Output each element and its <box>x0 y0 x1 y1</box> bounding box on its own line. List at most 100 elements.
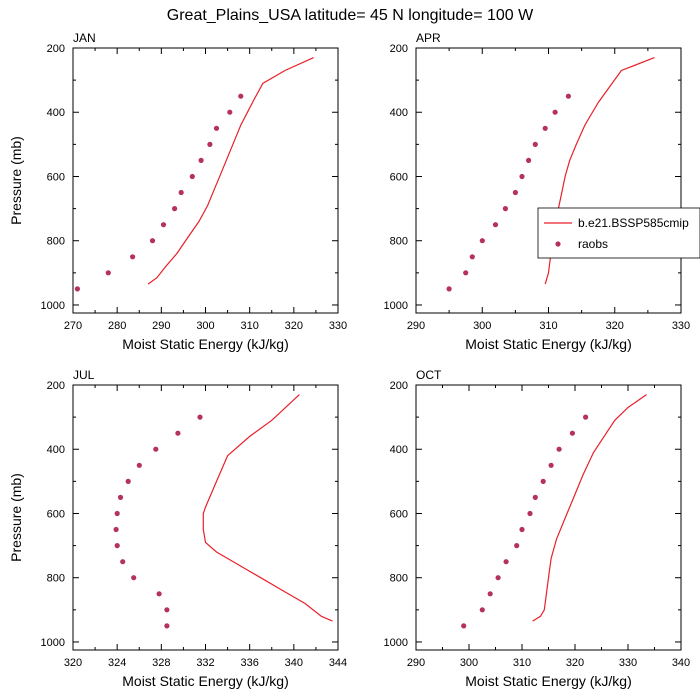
x-axis-label: Moist Static Energy (kJ/kg) <box>122 673 289 689</box>
raobs-point <box>469 254 475 260</box>
legend-dot-swatch <box>555 241 561 247</box>
raobs-point <box>164 623 170 629</box>
y-tick-label: 800 <box>47 573 65 585</box>
x-tick-label: 280 <box>108 320 126 332</box>
raobs-point <box>207 141 213 147</box>
x-tick-label: 336 <box>240 657 258 669</box>
raobs-point <box>153 446 159 452</box>
y-tick-label: 800 <box>47 236 65 248</box>
x-tick-label: 320 <box>64 657 82 669</box>
y-axis-label: Pressure (mb) <box>8 136 24 225</box>
raobs-point <box>583 414 589 420</box>
raobs-point <box>120 559 126 565</box>
panel-title: APR <box>416 31 441 45</box>
x-axis-label: Moist Static Energy (kJ/kg) <box>122 336 289 352</box>
x-tick-label: 270 <box>64 320 82 332</box>
raobs-point <box>461 623 467 629</box>
raobs-point <box>227 109 233 115</box>
x-tick-label: 310 <box>240 320 258 332</box>
x-axis-label: Moist Static Energy (kJ/kg) <box>465 336 632 352</box>
raobs-point <box>569 430 576 436</box>
figure-title: Great_Plains_USA latitude= 45 N longitud… <box>167 7 534 24</box>
raobs-point <box>532 141 538 147</box>
raobs-point <box>149 238 156 244</box>
model-series-line <box>532 394 647 622</box>
raobs-point <box>519 526 525 533</box>
x-tick-label: 330 <box>619 657 637 669</box>
legend: b.e21.BSSP585cmip raobs <box>537 207 700 259</box>
x-tick-label: 300 <box>460 657 478 669</box>
raobs-point <box>446 286 452 292</box>
raobs-point <box>495 575 501 581</box>
raobs-point <box>503 559 509 565</box>
raobs-point <box>492 222 499 228</box>
y-tick-label: 800 <box>390 236 408 248</box>
raobs-point <box>197 414 203 420</box>
raobs-point <box>175 430 181 436</box>
panel-oct: 290 300 310 320 330 340 200 400 600 800 1000 OCT Moi… <box>384 368 691 689</box>
raobs-point <box>172 206 178 212</box>
raobs-point <box>113 526 119 533</box>
x-tick-label: 300 <box>196 320 214 332</box>
x-tick-label: 328 <box>152 657 170 669</box>
x-tick-label: 344 <box>329 657 347 669</box>
y-tick-label: 600 <box>47 508 65 520</box>
panel-title: JAN <box>73 31 96 45</box>
panel-title: JUL <box>73 368 95 382</box>
raobs-point <box>74 286 80 292</box>
raobs-point <box>213 125 220 131</box>
x-tick-label: 300 <box>473 320 491 332</box>
raobs-point <box>527 510 533 517</box>
raobs-point <box>552 109 558 115</box>
raobs-point <box>487 591 493 597</box>
plot-frame <box>415 384 682 651</box>
raobs-point <box>131 575 137 581</box>
model-series-line <box>147 57 314 285</box>
y-tick-label: 600 <box>47 171 65 183</box>
model-series-line <box>202 394 333 622</box>
y-tick-label: 600 <box>390 508 408 520</box>
y-tick-label: 1000 <box>41 637 65 649</box>
y-tick-label: 200 <box>390 43 408 55</box>
raobs-point <box>565 93 572 99</box>
raobs-point <box>114 543 120 549</box>
raobs-point <box>117 494 124 500</box>
x-tick-label: 332 <box>196 657 214 669</box>
x-tick-label: 340 <box>672 657 690 669</box>
raobs-point <box>114 510 120 517</box>
raobs-point <box>479 238 485 244</box>
raobs-point <box>130 254 136 260</box>
raobs-point <box>540 478 546 484</box>
y-tick-label: 600 <box>390 171 408 183</box>
x-tick-label: 290 <box>152 320 170 332</box>
raobs-point <box>532 494 538 500</box>
raobs-point <box>512 189 519 196</box>
raobs-point <box>514 543 520 549</box>
y-tick-label: 1000 <box>384 637 408 649</box>
legend-obs-label: raobs <box>578 237 608 251</box>
panel-jan: 270 280 290 300 310 320 330 200 400 600 800 1000 JAN… <box>8 31 347 352</box>
x-tick-label: 330 <box>672 320 690 332</box>
panel-title: OCT <box>416 368 442 382</box>
x-tick-label: 320 <box>285 320 303 332</box>
raobs-point <box>164 607 170 613</box>
panel-jul: 320 324 328 332 336 340 344 200 400 600 800 1000 JUL… <box>8 368 347 689</box>
x-tick-label: 290 <box>407 320 425 332</box>
legend-model-label: b.e21.BSSP585cmip <box>578 216 689 230</box>
raobs-point <box>519 173 525 180</box>
y-tick-label: 400 <box>390 444 408 456</box>
x-tick-label: 310 <box>513 657 531 669</box>
panel-apr: 290 300 310 320 330 200 400 600 800 1000 APR Moist … <box>384 31 691 352</box>
y-tick-label: 200 <box>390 380 408 392</box>
raobs-point <box>178 189 184 196</box>
raobs-point <box>160 222 167 228</box>
raobs-point <box>198 157 204 163</box>
y-tick-label: 1000 <box>384 300 408 312</box>
x-tick-label: 310 <box>539 320 557 332</box>
x-tick-label: 324 <box>108 657 126 669</box>
raobs-point <box>156 591 162 597</box>
y-tick-label: 800 <box>390 573 408 585</box>
x-tick-label: 290 <box>407 657 425 669</box>
raobs-point <box>125 478 131 484</box>
